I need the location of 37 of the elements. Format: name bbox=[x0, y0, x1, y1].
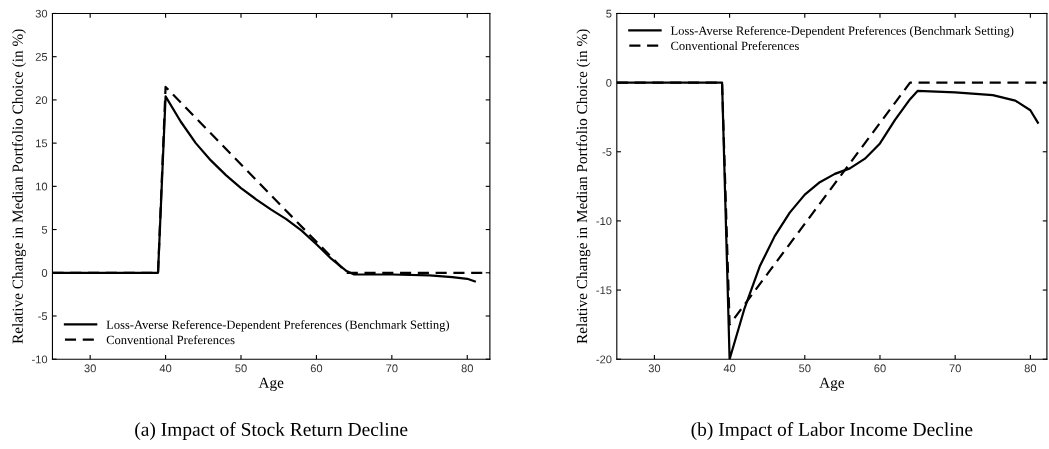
legend-label: Conventional Preferences bbox=[106, 335, 235, 345]
x-tick-label: 60 bbox=[874, 364, 886, 373]
y-tick-label: 5 bbox=[41, 225, 48, 234]
x-tick-label: 70 bbox=[386, 364, 398, 373]
x-tick-label: 50 bbox=[235, 364, 247, 373]
y-tick-label: -20 bbox=[596, 355, 612, 364]
y-axis-title: Relative Change in Median Portfolio Choice (in %) bbox=[11, 29, 26, 344]
x-tick-label: 30 bbox=[84, 364, 96, 373]
y-tick-label: -10 bbox=[32, 355, 48, 364]
x-tick-label: 30 bbox=[648, 364, 661, 373]
y-tick-label: -5 bbox=[38, 312, 48, 321]
x-tick-label: 80 bbox=[1024, 364, 1037, 373]
y-tick-label: -10 bbox=[596, 217, 612, 226]
x-tick-label: 70 bbox=[949, 364, 961, 373]
text: (a) Impact of Stock Return Decline bbox=[135, 422, 408, 440]
legend-label: Conventional Preferences bbox=[671, 41, 799, 51]
x-axis-title: Age bbox=[258, 377, 284, 392]
y-tick-label: 25 bbox=[35, 52, 48, 61]
y-axis-title: Relative Change in Median Portfolio Choice (in %) bbox=[576, 29, 591, 344]
y-tick-label: 0 bbox=[41, 269, 48, 277]
legend-label: Loss-Averse Reference-Dependent Preferences (Benchmark Setting) bbox=[106, 320, 450, 332]
x-tick-label: 60 bbox=[310, 364, 323, 373]
y-tick-label: 30 bbox=[35, 9, 48, 18]
x-tick-label: 50 bbox=[799, 364, 811, 373]
y-tick-label: 0 bbox=[606, 78, 612, 87]
y-tick-label: -5 bbox=[602, 148, 612, 156]
x-tick-label: 40 bbox=[723, 364, 736, 373]
x-tick-label: 40 bbox=[159, 364, 172, 373]
y-tick-label: 5 bbox=[606, 9, 612, 18]
y-tick-label: 20 bbox=[35, 96, 48, 105]
x-tick-label: 80 bbox=[461, 364, 473, 373]
legend-label: Loss-Averse Reference-Dependent Preferences (Benchmark Setting) bbox=[670, 25, 1014, 38]
y-tick-label: 15 bbox=[36, 139, 48, 148]
text: (b) Impact of Labor Income Decline bbox=[691, 422, 973, 440]
y-tick-label: -15 bbox=[596, 286, 612, 295]
x-axis-title: Age bbox=[819, 377, 845, 392]
y-tick-label: 10 bbox=[36, 182, 48, 191]
